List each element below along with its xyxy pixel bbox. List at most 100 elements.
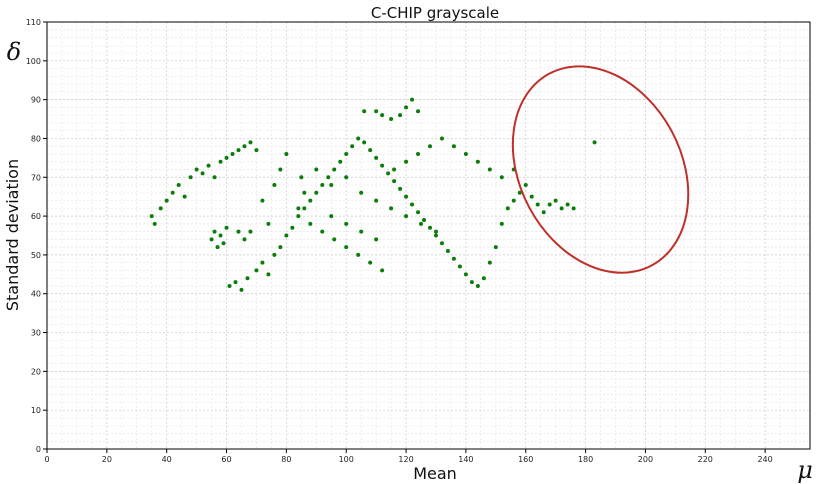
data-point <box>332 237 337 242</box>
data-point <box>329 214 334 219</box>
data-point <box>398 113 403 118</box>
x-tick-label: 220 <box>698 455 713 464</box>
data-point <box>164 198 169 203</box>
x-tick-label: 240 <box>757 455 772 464</box>
data-point <box>433 233 438 238</box>
data-point <box>535 202 540 207</box>
data-point <box>344 175 349 180</box>
data-point <box>553 198 558 203</box>
data-point <box>209 237 214 242</box>
x-tick-label: 80 <box>281 455 291 464</box>
data-point <box>469 280 474 285</box>
data-point <box>233 280 238 285</box>
y-axis-symbol: δ <box>7 38 21 66</box>
data-point <box>511 198 516 203</box>
x-axis-symbol: μ <box>797 456 813 484</box>
data-point <box>149 214 154 219</box>
data-point <box>362 140 367 145</box>
data-point <box>433 229 438 234</box>
data-point <box>278 167 283 172</box>
data-point <box>419 221 424 226</box>
data-point <box>356 252 361 257</box>
data-point <box>344 151 349 156</box>
data-point <box>487 167 492 172</box>
data-point <box>296 214 301 219</box>
data-point <box>248 140 253 145</box>
data-point <box>427 225 432 230</box>
x-tick-label: 160 <box>518 455 533 464</box>
data-point <box>242 237 247 242</box>
data-point <box>475 283 480 288</box>
data-point <box>206 163 211 168</box>
data-point <box>344 221 349 226</box>
data-point <box>278 245 283 250</box>
x-axis-label: Mean <box>413 464 457 483</box>
data-point <box>481 276 486 281</box>
data-point <box>272 183 277 188</box>
data-point <box>224 225 229 230</box>
data-point <box>272 252 277 257</box>
data-point <box>152 221 157 226</box>
data-point <box>463 151 468 156</box>
data-point <box>422 217 427 222</box>
x-tick-label: 40 <box>162 455 172 464</box>
data-point <box>445 249 450 254</box>
y-tick-label: 10 <box>31 406 41 415</box>
data-point <box>416 210 421 215</box>
data-points <box>149 97 597 292</box>
data-point <box>380 113 385 118</box>
data-point <box>451 144 456 149</box>
data-point <box>260 198 265 203</box>
y-tick-label: 80 <box>31 134 41 143</box>
data-point <box>499 175 504 180</box>
data-point <box>239 287 244 292</box>
data-point <box>571 206 576 211</box>
data-point <box>592 140 597 145</box>
data-point <box>245 276 250 281</box>
data-point <box>350 144 355 149</box>
data-point <box>194 167 199 172</box>
x-tick-label: 60 <box>221 455 231 464</box>
y-tick-label: 40 <box>31 290 41 299</box>
data-point <box>374 237 379 242</box>
data-point <box>416 151 421 156</box>
data-point <box>260 260 265 265</box>
data-point <box>523 183 528 188</box>
data-point <box>302 190 307 195</box>
data-point <box>176 183 181 188</box>
plot-frame <box>46 21 811 450</box>
data-point <box>565 202 570 207</box>
data-point <box>314 167 319 172</box>
data-point <box>290 225 295 230</box>
data-point <box>529 194 534 199</box>
y-tick-label: 110 <box>26 18 41 27</box>
data-point <box>326 175 331 180</box>
data-point <box>559 206 564 211</box>
data-point <box>374 155 379 160</box>
data-point <box>374 109 379 114</box>
data-point <box>359 229 364 234</box>
data-point <box>224 155 229 160</box>
data-point <box>308 198 313 203</box>
data-point <box>505 206 510 211</box>
data-point <box>359 190 364 195</box>
highlight-ellipse <box>511 65 690 274</box>
data-point <box>338 159 343 164</box>
data-point <box>284 151 289 156</box>
data-point <box>541 210 546 215</box>
data-point <box>308 221 313 226</box>
data-point <box>254 268 259 273</box>
data-point <box>236 229 241 234</box>
x-tick-label: 120 <box>398 455 413 464</box>
data-point <box>242 144 247 149</box>
data-point <box>439 241 444 246</box>
data-point <box>302 206 307 211</box>
data-point <box>212 229 217 234</box>
data-point <box>188 175 193 180</box>
data-point <box>215 245 220 250</box>
data-point <box>404 214 409 219</box>
y-tick-label: 100 <box>26 57 41 66</box>
data-point <box>493 245 498 250</box>
data-point <box>368 148 373 153</box>
data-point <box>389 206 394 211</box>
